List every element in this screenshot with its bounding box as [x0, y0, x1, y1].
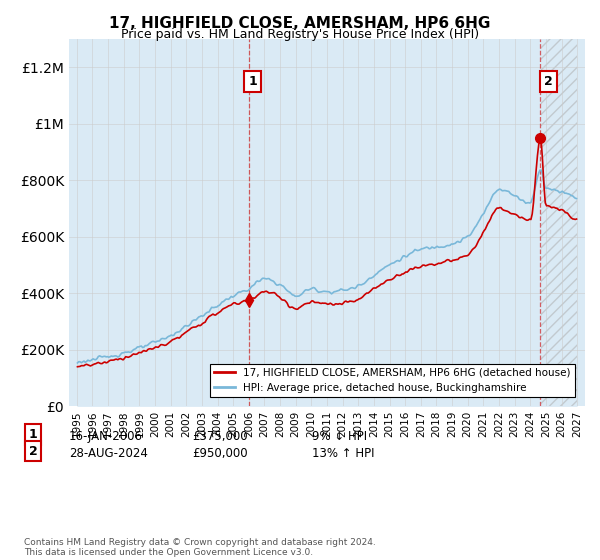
Text: 1: 1 [248, 75, 257, 88]
Text: Contains HM Land Registry data © Crown copyright and database right 2024.
This d: Contains HM Land Registry data © Crown c… [24, 538, 376, 557]
Text: 13% ↑ HPI: 13% ↑ HPI [312, 447, 374, 460]
Text: 2: 2 [29, 445, 37, 458]
Text: £950,000: £950,000 [192, 447, 248, 460]
Text: 16-JAN-2006: 16-JAN-2006 [69, 430, 143, 444]
Legend: 17, HIGHFIELD CLOSE, AMERSHAM, HP6 6HG (detached house), HPI: Average price, det: 17, HIGHFIELD CLOSE, AMERSHAM, HP6 6HG (… [209, 363, 575, 397]
Text: 9% ↓ HPI: 9% ↓ HPI [312, 430, 367, 444]
Text: Price paid vs. HM Land Registry's House Price Index (HPI): Price paid vs. HM Land Registry's House … [121, 28, 479, 41]
Text: £375,000: £375,000 [192, 430, 248, 444]
Text: 28-AUG-2024: 28-AUG-2024 [69, 447, 148, 460]
Text: 17, HIGHFIELD CLOSE, AMERSHAM, HP6 6HG: 17, HIGHFIELD CLOSE, AMERSHAM, HP6 6HG [109, 16, 491, 31]
Text: 1: 1 [29, 428, 37, 441]
Text: 2: 2 [544, 75, 553, 88]
